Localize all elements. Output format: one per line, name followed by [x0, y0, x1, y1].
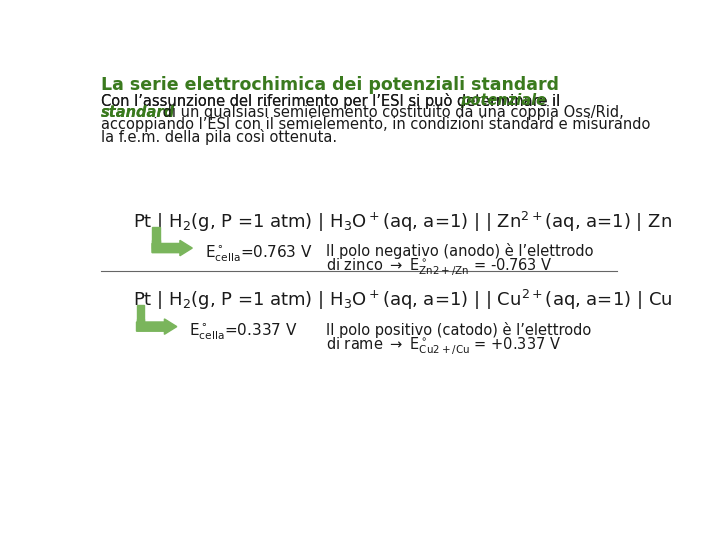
FancyArrow shape — [152, 226, 160, 248]
Text: potenziale: potenziale — [460, 92, 546, 107]
Text: Pt $|$ H$_2$(g, P =1 atm) $|$ H$_3$O$^+$(aq, a=1) $|$ $|$ Cu$^{2+}$(aq, a=1) $|$: Pt $|$ H$_2$(g, P =1 atm) $|$ H$_3$O$^+$… — [132, 288, 672, 312]
FancyArrow shape — [137, 319, 177, 334]
Text: standard: standard — [101, 105, 175, 120]
FancyArrow shape — [152, 240, 192, 256]
Text: E$^\circ_{\mathrm{cella}}$=0.337 V: E$^\circ_{\mathrm{cella}}$=0.337 V — [189, 322, 298, 342]
Bar — [152, 240, 160, 251]
Text: di un qualsiasi semielemento costituito da una coppia Oss/Rid,: di un qualsiasi semielemento costituito … — [158, 105, 624, 120]
Text: Il polo positivo (catodo) è l’elettrodo: Il polo positivo (catodo) è l’elettrodo — [326, 322, 592, 338]
Text: di zinco $\rightarrow$ E$^\circ_{\mathrm{Zn2+/Zn}}$ = -0.763 V: di zinco $\rightarrow$ E$^\circ_{\mathrm… — [326, 256, 553, 278]
Text: la f.e.m. della pila così ottenuta.: la f.e.m. della pila così ottenuta. — [101, 130, 337, 145]
Text: accoppiando l’ESI con il semielemento, in condizioni standard e misurando: accoppiando l’ESI con il semielemento, i… — [101, 117, 650, 132]
Bar — [137, 319, 144, 330]
Text: La serie elettrochimica dei potenziali standard: La serie elettrochimica dei potenziali s… — [101, 76, 559, 93]
Text: E$^\circ_{\mathrm{cella}}$=0.763 V: E$^\circ_{\mathrm{cella}}$=0.763 V — [204, 244, 312, 264]
Text: Con l’assunzione del riferimento per l’ESI si può determinare il: Con l’assunzione del riferimento per l’E… — [101, 92, 564, 109]
Text: standard: standard — [101, 105, 175, 120]
Text: Il polo negativo (anodo) è l’elettrodo: Il polo negativo (anodo) è l’elettrodo — [326, 244, 594, 259]
Text: Con l’assunzione del riferimento per l’ESI si può determinare il: Con l’assunzione del riferimento per l’E… — [101, 92, 564, 109]
FancyArrow shape — [137, 305, 144, 327]
Text: Pt $|$ H$_2$(g, P =1 atm) $|$ H$_3$O$^+$(aq, a=1) $|$ $|$ Zn$^{2+}$(aq, a=1) $|$: Pt $|$ H$_2$(g, P =1 atm) $|$ H$_3$O$^+$… — [132, 210, 672, 234]
Text: di rame $\rightarrow$ E$^\circ_{\mathrm{Cu2+/Cu}}$ = +0.337 V: di rame $\rightarrow$ E$^\circ_{\mathrm{… — [326, 335, 562, 357]
